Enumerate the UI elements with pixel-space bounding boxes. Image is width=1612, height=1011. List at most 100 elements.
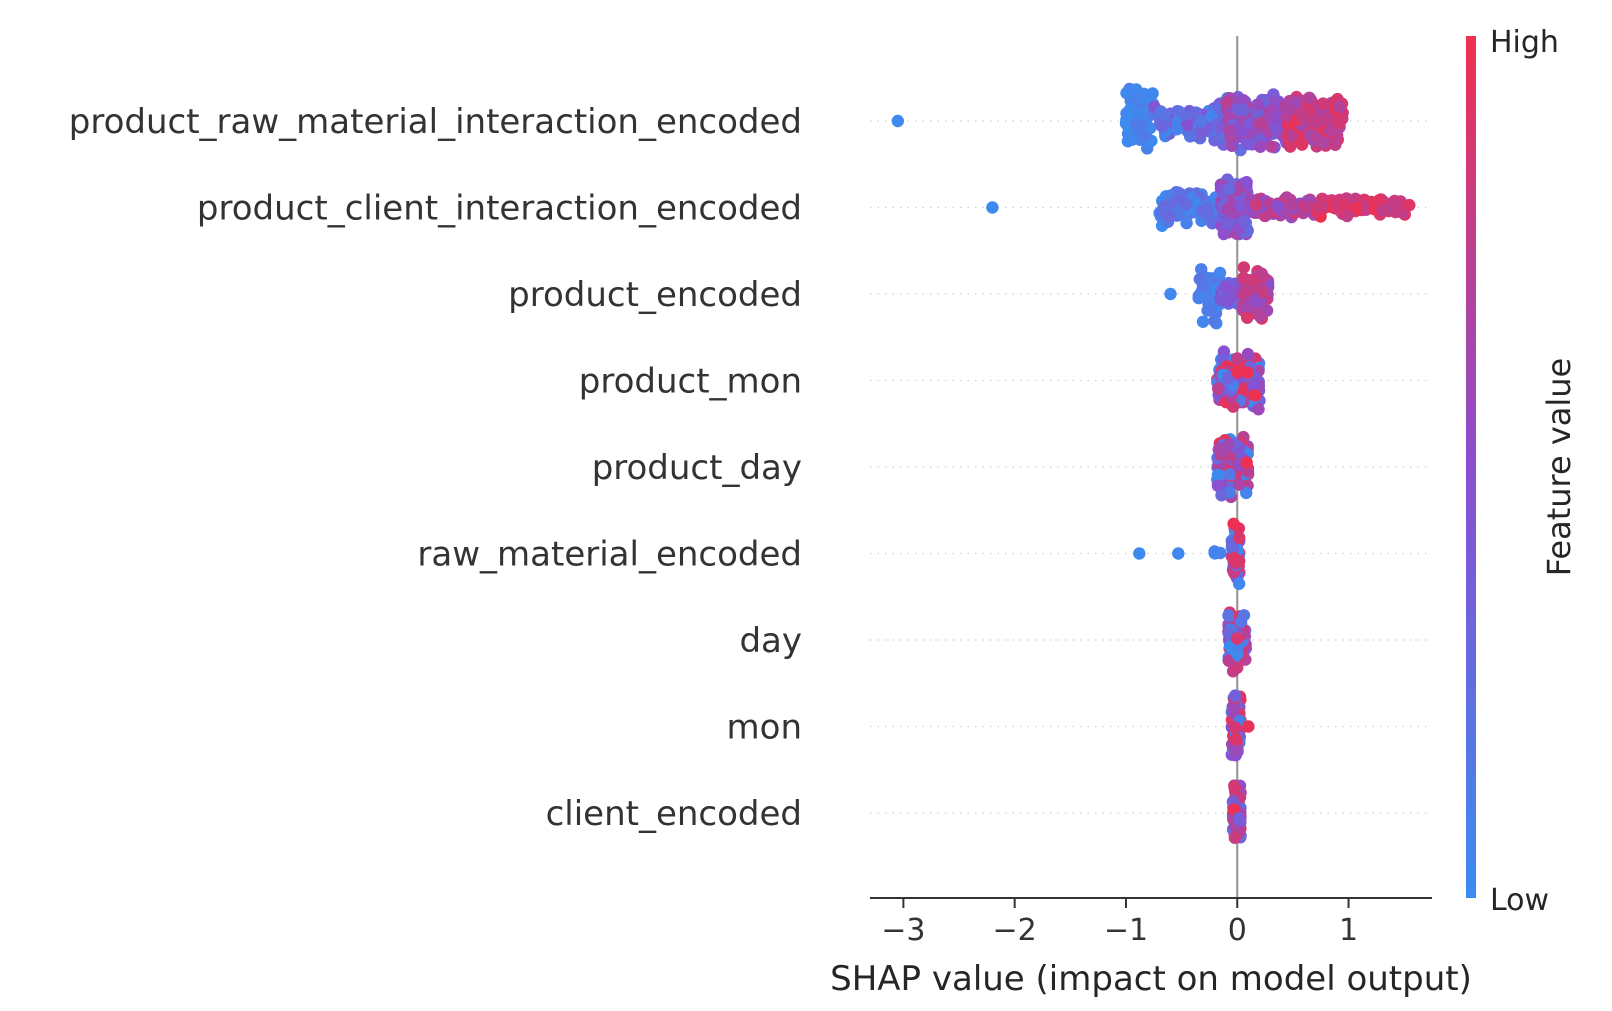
shap-point [1241, 311, 1254, 324]
shap-point [1193, 272, 1207, 286]
shap-point-outlier [986, 201, 999, 214]
feature-label: client_encoded [546, 794, 802, 834]
shap-point [1240, 486, 1253, 500]
shap-point [1233, 813, 1246, 827]
shap-point [1254, 140, 1267, 153]
shap-point-outlier [1164, 287, 1177, 301]
shap-point [1223, 468, 1236, 481]
shap-point [1211, 479, 1225, 492]
shap-point [1237, 214, 1251, 227]
shap-point [1130, 93, 1143, 107]
shap-point [1228, 781, 1241, 795]
shap-point-outlier [891, 114, 904, 128]
shap-point [1253, 117, 1267, 130]
shap-point [1240, 456, 1253, 469]
shap-point [1373, 194, 1386, 207]
shap-point [1359, 203, 1373, 216]
shap-point [1249, 294, 1263, 307]
shap-point [1376, 204, 1389, 217]
shap-point [1306, 115, 1319, 128]
shap-point [1271, 200, 1285, 213]
shap-point [1120, 86, 1133, 100]
shap-point [1233, 531, 1246, 544]
shap-point [1180, 216, 1193, 230]
shap-point [1222, 124, 1236, 137]
shap-point [1212, 382, 1225, 395]
shap-point [1270, 112, 1283, 125]
shap-point [1249, 379, 1262, 392]
shap-point [1285, 198, 1298, 211]
x-tick-label: 0 [1228, 913, 1247, 948]
x-tick-label: −2 [993, 913, 1037, 948]
shap-point [1206, 217, 1219, 230]
shap-point [1180, 119, 1194, 132]
shap-point [1202, 207, 1215, 220]
colorbar-gradient [1466, 36, 1476, 898]
shap-point [1311, 131, 1324, 144]
shap-point [1303, 91, 1316, 105]
colorbar-high-label: High [1490, 25, 1559, 60]
shap-point [1231, 661, 1244, 674]
shap-point [1316, 97, 1330, 110]
shap-point [1208, 545, 1221, 558]
shap-point [1221, 438, 1235, 452]
shap-point [1138, 109, 1152, 122]
shap-point [1283, 103, 1296, 117]
shap-point [1231, 366, 1244, 379]
x-tick-label: 1 [1339, 913, 1358, 948]
colorbar-title: Feature value [1540, 358, 1578, 577]
shap-point [1251, 98, 1264, 111]
feature-label: product_encoded [508, 275, 802, 315]
shap-point [1222, 372, 1236, 385]
shap-point [1241, 366, 1254, 379]
shap-point [1213, 266, 1227, 280]
shap-point [1227, 551, 1241, 565]
shap-point [1338, 198, 1351, 211]
shap-point [1241, 347, 1255, 361]
shap-point [1285, 129, 1299, 143]
row-guides [870, 120, 1432, 814]
shap-point [1222, 654, 1236, 667]
shap-point [1215, 489, 1228, 502]
shap-point [1234, 615, 1248, 629]
shap-point [1333, 100, 1346, 114]
shap-point [1237, 271, 1250, 285]
shap-point [1227, 517, 1240, 530]
shap-point [1237, 94, 1250, 107]
shap-point [1234, 199, 1247, 212]
shap-point [1312, 201, 1325, 214]
shap-point [1284, 140, 1297, 153]
shap-point [1238, 103, 1251, 117]
shap-point [1232, 478, 1246, 491]
feature-labels: product_raw_material_interaction_encoded… [69, 102, 802, 834]
shap-point [1208, 314, 1221, 328]
x-axis-label: SHAP value (impact on model output) [830, 959, 1472, 999]
feature-label: product_raw_material_interaction_encoded [69, 102, 802, 142]
shap-point [1332, 117, 1346, 130]
shap-point [1220, 96, 1233, 109]
shap-point [1229, 689, 1242, 702]
shap-point [1219, 280, 1232, 293]
shap-point [1123, 103, 1137, 116]
shap-point [1228, 831, 1242, 844]
shap-point [1226, 400, 1240, 413]
feature-label: product_mon [579, 362, 802, 402]
shap-point [1322, 112, 1335, 125]
shap-point [1139, 129, 1152, 142]
shap-point [1183, 130, 1197, 143]
shap-point-outlier [1242, 720, 1255, 733]
shap-point [1265, 140, 1278, 153]
shap-point [1163, 210, 1176, 223]
shap-point [1228, 721, 1242, 734]
shap-point [1196, 315, 1210, 328]
feature-label: product_day [592, 448, 802, 488]
shap-point-outlier [1172, 547, 1185, 560]
x-tick-label: −1 [1104, 913, 1148, 948]
feature-label: raw_material_encoded [417, 535, 802, 575]
shap-point-outlier [1133, 547, 1146, 560]
shap-point [1323, 123, 1337, 137]
shap-point [1146, 87, 1159, 100]
shap-point [1156, 119, 1169, 133]
